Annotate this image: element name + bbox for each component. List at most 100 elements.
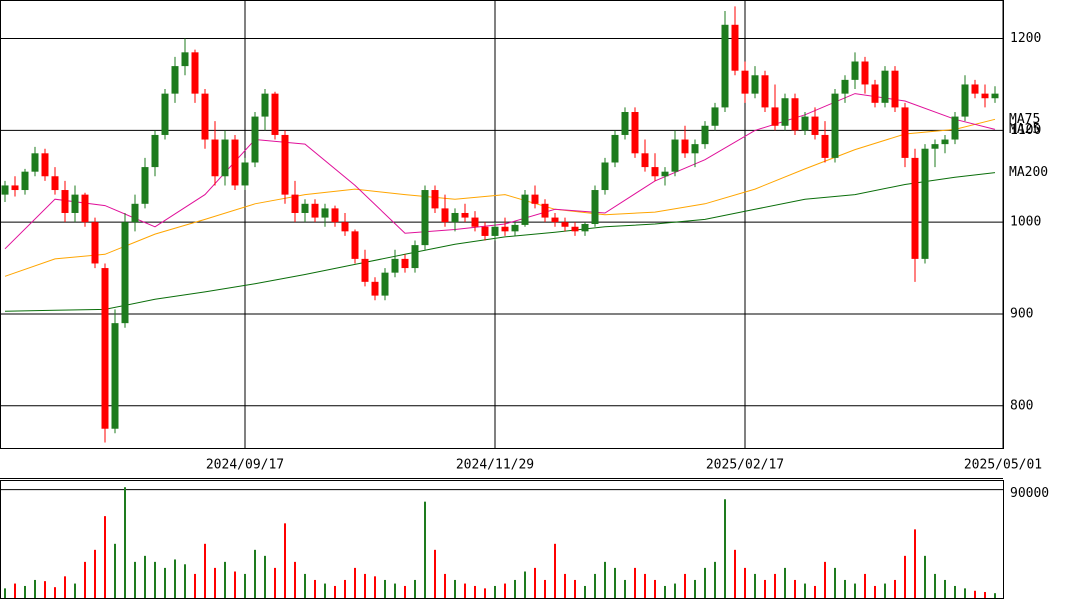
volume-bar bbox=[334, 585, 336, 598]
candle-body bbox=[571, 226, 579, 232]
candle-body bbox=[721, 24, 729, 108]
candle-body bbox=[381, 272, 389, 296]
x-tick-label: 2024/11/29 bbox=[456, 458, 534, 473]
candle-body bbox=[451, 212, 459, 223]
candle-body bbox=[561, 222, 569, 227]
volume-bar bbox=[454, 579, 456, 598]
candle-body bbox=[961, 84, 969, 117]
volume-bar bbox=[774, 573, 776, 598]
volume-bar bbox=[324, 583, 326, 598]
candle-body bbox=[421, 190, 429, 246]
candle-body bbox=[231, 139, 239, 186]
volume-bar bbox=[364, 573, 366, 598]
candle-body bbox=[171, 66, 179, 94]
candle-body bbox=[981, 93, 989, 99]
volume-bar bbox=[934, 573, 936, 598]
candle-body bbox=[321, 208, 329, 218]
volume-bar bbox=[614, 567, 616, 598]
legend-label: MA25 bbox=[1009, 122, 1040, 137]
volume-bar bbox=[474, 585, 476, 598]
candle-body bbox=[71, 194, 79, 213]
volume-bar bbox=[724, 499, 726, 598]
volume-bar bbox=[904, 555, 906, 598]
candle-body bbox=[881, 70, 889, 103]
candle-body bbox=[621, 112, 629, 135]
candle-body bbox=[371, 281, 379, 296]
volume-bar bbox=[874, 585, 876, 598]
volume-bar bbox=[4, 588, 6, 598]
candle-body bbox=[141, 167, 149, 204]
volume-bar bbox=[494, 585, 496, 598]
volume-bar bbox=[384, 579, 386, 598]
candle-body bbox=[11, 185, 19, 191]
candle-body bbox=[51, 176, 59, 191]
candle-body bbox=[781, 98, 789, 126]
volume-bar bbox=[274, 567, 276, 598]
candle-body bbox=[21, 171, 29, 191]
volume-bar bbox=[674, 583, 676, 598]
volume-bar bbox=[74, 583, 76, 598]
volume-bar bbox=[264, 555, 266, 598]
candle-body bbox=[361, 258, 369, 282]
candle-body bbox=[151, 134, 159, 168]
candle-body bbox=[791, 98, 799, 131]
candle-body bbox=[121, 222, 129, 324]
volume-bar bbox=[104, 516, 106, 598]
candle-body bbox=[81, 194, 89, 223]
volume-bar bbox=[94, 549, 96, 598]
candle-body bbox=[671, 139, 679, 172]
candle-body bbox=[111, 323, 119, 429]
volume-bar bbox=[354, 567, 356, 598]
y-tick-label: 1000 bbox=[1010, 215, 1041, 230]
volume-bar bbox=[84, 561, 86, 598]
volume-bar bbox=[224, 561, 226, 598]
candle-body bbox=[831, 93, 839, 158]
volume-bar bbox=[734, 549, 736, 598]
candle-body bbox=[351, 231, 359, 259]
volume-bar bbox=[284, 523, 286, 598]
candle-body bbox=[851, 61, 859, 80]
volume-bar bbox=[314, 579, 316, 598]
volume-bar bbox=[964, 588, 966, 598]
candle-body bbox=[991, 93, 999, 99]
volume-bar bbox=[764, 579, 766, 598]
volume-bar bbox=[824, 561, 826, 598]
volume-bar bbox=[834, 567, 836, 598]
candle-body bbox=[711, 107, 719, 126]
volume-bar bbox=[144, 555, 146, 598]
candle-body bbox=[911, 157, 919, 259]
volume-bar bbox=[754, 573, 756, 598]
candle-body bbox=[551, 217, 559, 223]
candle-body bbox=[841, 79, 849, 94]
volume-bar bbox=[154, 561, 156, 598]
candle-body bbox=[581, 224, 589, 232]
candle-body bbox=[701, 125, 709, 145]
volume-bar bbox=[124, 487, 126, 598]
candle-body bbox=[951, 116, 959, 140]
volume-bar bbox=[344, 579, 346, 598]
candle-body bbox=[531, 194, 539, 204]
volume-bar bbox=[684, 573, 686, 598]
candle-body bbox=[441, 208, 449, 223]
candle-body bbox=[191, 52, 199, 94]
volume-bar bbox=[554, 543, 556, 598]
candle-body bbox=[861, 61, 869, 85]
candle-body bbox=[291, 194, 299, 213]
volume-bar bbox=[14, 583, 16, 598]
volume-bar bbox=[664, 585, 666, 598]
volume-bar bbox=[544, 579, 546, 598]
volume-bar bbox=[174, 559, 176, 598]
candle-body bbox=[211, 139, 219, 177]
volume-frame bbox=[0, 480, 1004, 599]
x-tick-label: 2025/05/01 bbox=[964, 458, 1042, 473]
volume-bar bbox=[574, 579, 576, 598]
candle-body bbox=[181, 52, 189, 67]
volume-bar bbox=[584, 585, 586, 598]
volume-bar bbox=[374, 576, 376, 598]
volume-bar bbox=[64, 576, 66, 598]
candle-body bbox=[491, 226, 499, 236]
volume-bar bbox=[234, 571, 236, 598]
volume-bar bbox=[984, 591, 986, 598]
candle-body bbox=[971, 84, 979, 94]
